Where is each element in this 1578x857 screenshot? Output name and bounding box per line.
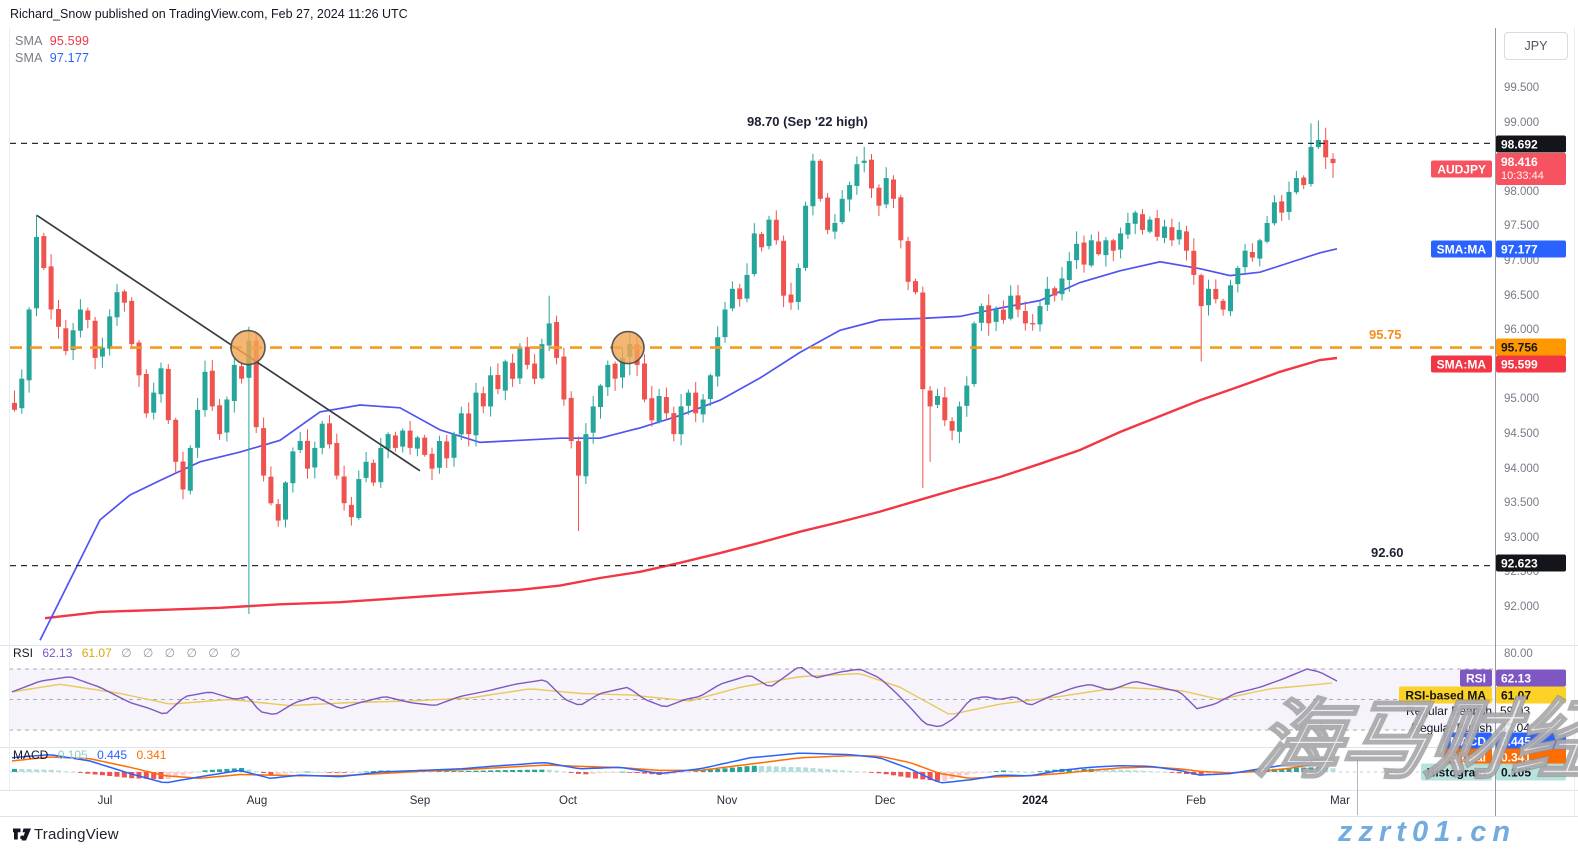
pivot-level-badge: 95.756: [1496, 338, 1566, 356]
publish-byline: Richard_Snow published on TradingView.co…: [10, 7, 408, 21]
time-axis-label: Aug: [246, 795, 268, 807]
rsi-legend[interactable]: RSI 62.13 61.07 ∅ ∅ ∅ ∅ ∅ ∅: [13, 646, 251, 660]
regular-bearish-value: 59.03: [1500, 704, 1531, 718]
price-tick-label: 92.000: [1504, 601, 1540, 613]
sma-fast-badge-label: SMA:MA: [1430, 355, 1492, 373]
sma-fast-legend[interactable]: SMA 95.599: [15, 34, 89, 48]
tradingview-brand[interactable]: TradingView: [34, 826, 119, 843]
time-axis-label: Feb: [1186, 795, 1206, 807]
histogram-badge-value: 0.105: [1496, 763, 1566, 781]
time-axis-label: 2024: [1022, 795, 1048, 807]
price-tick-label: 96.000: [1504, 324, 1540, 336]
last-price-badge: 98.416 10:33:44: [1496, 153, 1566, 185]
watermark-url: zzrt01.cn: [1338, 816, 1517, 848]
price-tick-label: 98.000: [1504, 186, 1540, 198]
time-axis-label: Mar: [1330, 795, 1350, 807]
rsi-legend-value: 62.13: [42, 646, 73, 660]
sma-fast-legend-value: 95.599: [49, 34, 90, 48]
resistance-level-badge: 98.692: [1496, 135, 1566, 153]
macd-legend[interactable]: MACD 0.105 0.445 0.341: [13, 748, 172, 762]
macd-pane-divider: [0, 747, 1578, 748]
price-tick-label: 99.500: [1504, 82, 1540, 94]
sma-slow-legend-label: SMA: [15, 51, 43, 65]
sma-slow-badge-value: 97.177: [1496, 240, 1566, 258]
rsi-ma-badge-label: RSI-based MA: [1399, 686, 1492, 704]
macd-badge-value: 0.445: [1496, 732, 1566, 750]
currency-toggle-button[interactable]: JPY: [1504, 32, 1568, 60]
regular-bearish-label: Regular Bearish: [1405, 704, 1492, 718]
price-tick-label: 99.000: [1504, 117, 1540, 129]
tradingview-logo-icon: [13, 828, 31, 848]
resistance-annotation: 98.70 (Sep '22 high): [747, 114, 868, 129]
last-bar-time-tick: [1357, 758, 1358, 815]
sma-slow-legend-value: 97.177: [49, 51, 90, 65]
macd-legend-hist: 0.105: [57, 748, 88, 762]
price-tick-label: 96.500: [1504, 290, 1540, 302]
price-axis-border: [1495, 28, 1496, 816]
rsi-badge-value: 62.13: [1496, 669, 1566, 687]
rsi-badge-label: RSI: [1459, 669, 1492, 687]
rsi-legend-ma-value: 61.07: [81, 646, 112, 660]
sma-fast-legend-label: SMA: [15, 34, 43, 48]
pivot-annotation: 95.75: [1369, 327, 1402, 342]
left-edge-border: [9, 28, 10, 790]
price-tick-label: 93.000: [1504, 532, 1540, 544]
regular-bullish-label: Regular Bullish: [1411, 721, 1492, 735]
signal-badge-label: Signal: [1443, 748, 1492, 766]
rsi-axis-tick: 80.00: [1504, 648, 1533, 660]
price-tick-label: 97.500: [1504, 220, 1540, 232]
price-tick-label: 94.000: [1504, 463, 1540, 475]
signal-badge-value: 0.341: [1496, 748, 1566, 766]
bar-countdown: 10:33:44: [1501, 170, 1544, 182]
rsi-legend-title: RSI: [13, 646, 34, 660]
macd-legend-signal: 0.341: [136, 748, 167, 762]
price-tick-label: 97.000: [1504, 255, 1540, 267]
sma-slow-badge-label: SMA:MA: [1430, 240, 1492, 258]
macd-legend-title: MACD: [13, 748, 49, 762]
rsi-ma-badge-value: 61.07: [1496, 686, 1566, 704]
price-tick-label: 94.500: [1504, 428, 1540, 440]
macd-badge-label: MACD: [1444, 732, 1492, 750]
time-axis-label: Sep: [409, 795, 431, 807]
histogram-badge-label: Histogram: [1420, 763, 1492, 781]
right-edge-border: [1574, 28, 1575, 816]
support-level-badge: 92.623: [1496, 554, 1566, 572]
time-axis-label: Nov: [716, 795, 738, 807]
symbol-badge: AUDJPY: [1431, 160, 1492, 178]
last-price-value: 98.416: [1501, 155, 1538, 169]
rsi-pane-divider: [0, 645, 1578, 646]
macd-legend-macd: 0.445: [97, 748, 128, 762]
sma-slow-legend[interactable]: SMA 97.177: [15, 51, 89, 65]
time-axis-label: Jul: [97, 795, 113, 807]
time-axis-label: Dec: [874, 795, 896, 807]
regular-bullish-value: 42.04: [1500, 721, 1531, 735]
price-tick-label: 95.000: [1504, 393, 1540, 405]
time-axis-divider: [0, 790, 1578, 791]
footer-divider: [0, 816, 1578, 817]
time-axis-label: Oct: [559, 795, 577, 807]
rsi-legend-nulls: ∅ ∅ ∅ ∅ ∅ ∅: [121, 646, 245, 660]
support-annotation: 92.60: [1371, 545, 1404, 560]
sma-fast-badge-value: 95.599: [1496, 355, 1566, 373]
price-tick-label: 93.500: [1504, 497, 1540, 509]
